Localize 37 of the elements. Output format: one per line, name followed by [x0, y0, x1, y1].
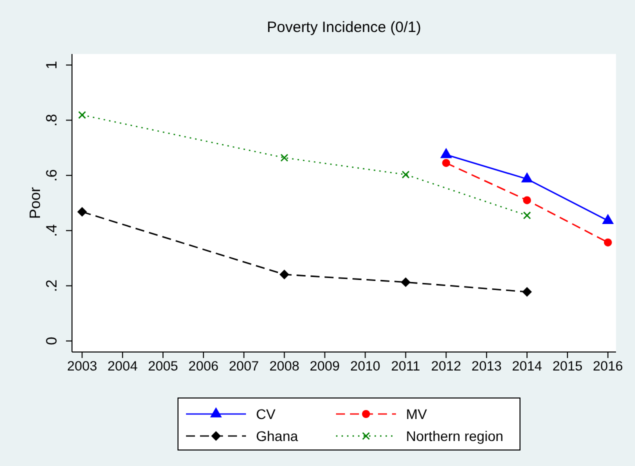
y-tick-label: 1 [44, 60, 60, 70]
y-tick-label: 0 [44, 336, 60, 346]
point [604, 238, 612, 246]
x-tick-label: 2015 [552, 358, 582, 374]
x-tick-label: 2016 [592, 358, 623, 374]
point [442, 159, 450, 167]
point [400, 277, 411, 288]
point [523, 196, 532, 204]
point [77, 206, 87, 217]
x-tick-label: 2014 [512, 358, 543, 374]
point [402, 170, 410, 179]
y-axis-title: Poor [27, 187, 44, 219]
x-tick-label: 2013 [472, 358, 502, 374]
legend-label: CV [256, 406, 276, 422]
legend-label: Ghana [256, 428, 298, 444]
legend-label: Northern region [406, 428, 504, 444]
x-tick-label: 2011 [391, 358, 420, 374]
x-tick-label: 2004 [108, 358, 138, 374]
x-tick-label: 2010 [350, 358, 380, 374]
chart-title: Poverty Incidence (0/1) [266, 19, 422, 36]
x-tick-label: 2007 [228, 358, 259, 374]
point [522, 286, 532, 297]
y-tick-label: .8 [44, 114, 60, 126]
x-tick-label: 2005 [148, 358, 178, 374]
point [523, 211, 531, 220]
y-tick-label: .6 [44, 169, 60, 182]
x-tick-label: 2008 [269, 358, 300, 374]
x-tick-label: 2009 [310, 358, 340, 374]
point [280, 154, 288, 162]
point [78, 111, 86, 119]
x-tick-label: 2003 [67, 358, 98, 374]
y-tick-label: .2 [44, 280, 60, 292]
y-tick-label: .4 [44, 224, 60, 237]
legend-label: MV [406, 406, 428, 422]
x-tick-label: 2012 [431, 358, 462, 374]
point [279, 270, 290, 280]
x-tick-label: 2006 [188, 358, 218, 374]
